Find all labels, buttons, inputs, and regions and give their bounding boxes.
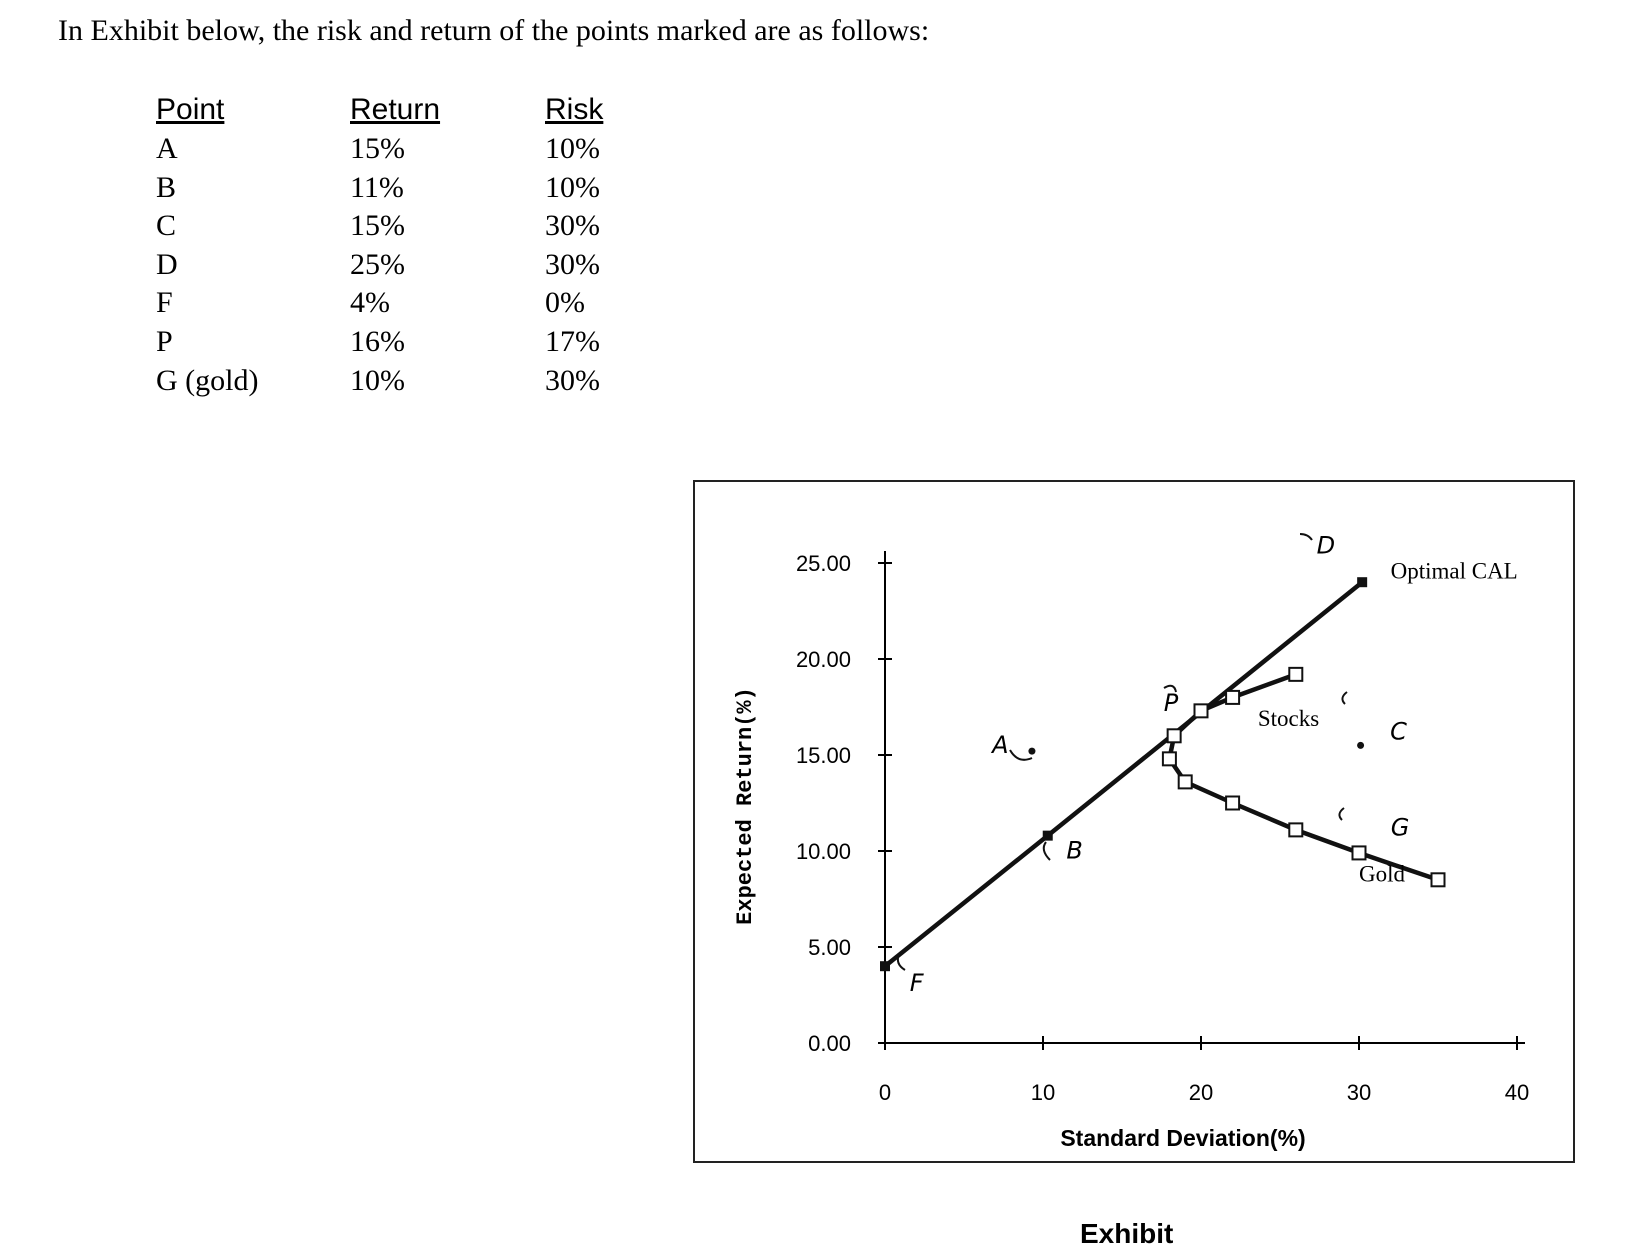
return-cell: 15% xyxy=(350,132,405,165)
return-header: Return xyxy=(350,93,441,126)
handwritten-arrow xyxy=(896,953,906,971)
exhibit-caption: Exhibit xyxy=(1080,1218,1174,1249)
annotation-f: F xyxy=(910,969,925,997)
x-axis-title: Standard Deviation(%) xyxy=(1060,1125,1305,1151)
annotation-stocks: Stocks xyxy=(1258,706,1319,731)
handwritten-arrow xyxy=(1163,684,1177,693)
exhibit-chart: 0.00 5.00 10.00 15.00 20.00 25.00 0 10 20 30 40 Sta… xyxy=(733,531,1529,1151)
risk-cell: 10% xyxy=(545,132,600,165)
y-tick-label: 20.00 xyxy=(796,647,851,672)
risk-cell: 0% xyxy=(545,286,585,320)
annotation-gold: Gold xyxy=(1359,862,1406,887)
return-cell: 25% xyxy=(350,247,405,281)
annotation-c: C xyxy=(1390,718,1407,746)
return-cell: 4% xyxy=(350,286,390,320)
series-line xyxy=(1167,672,1439,882)
return-column: Return 15% 11% 15% 25% 4% 16% 10% xyxy=(350,90,440,400)
y-axis-title: Expected Return(%) xyxy=(733,687,758,925)
return-cell: 15% xyxy=(350,209,405,243)
point-c-dot xyxy=(1357,741,1365,749)
point-cell: P xyxy=(156,324,173,358)
handwritten-arrow xyxy=(1341,691,1348,705)
annotation-b: B xyxy=(1066,837,1082,865)
y-tick-label: 15.00 xyxy=(796,743,851,768)
y-tick-label: 0.00 xyxy=(808,1031,851,1056)
point-cell: F xyxy=(156,286,173,320)
data-point-marker xyxy=(1288,822,1304,838)
point-column: Point A B C D F P G (gold) xyxy=(156,90,258,400)
risk-cell: 30% xyxy=(545,247,600,281)
return-cell: 11% xyxy=(350,170,404,204)
data-point-marker xyxy=(1225,689,1241,705)
intro-text: In Exhibit below, the risk and return of… xyxy=(58,14,930,47)
point-a-dot xyxy=(1028,747,1036,755)
annotation-optimal-cal: Optimal CAL xyxy=(1391,558,1518,583)
annotation-d: D xyxy=(1317,531,1335,559)
x-tick-label: 30 xyxy=(1347,1080,1371,1105)
point-cell: C xyxy=(156,209,177,243)
x-tick-label: 20 xyxy=(1189,1080,1213,1105)
risk-header: Risk xyxy=(545,93,604,126)
return-cell: 10% xyxy=(350,363,405,397)
data-point-marker xyxy=(1042,830,1053,841)
risk-cell: 10% xyxy=(545,170,600,204)
handwritten-arrow xyxy=(1042,841,1051,861)
risk-column: Risk 10% 10% 30% 30% 0% 17% 30% xyxy=(545,90,603,400)
handwritten-arrow xyxy=(1299,533,1313,541)
data-point-marker xyxy=(1430,872,1446,888)
y-tick-label: 25.00 xyxy=(796,551,851,576)
data-point-marker xyxy=(1177,774,1193,790)
annotation-p: P xyxy=(1164,689,1179,717)
point-cell: G (gold) xyxy=(156,363,259,397)
x-tick-label: 0 xyxy=(879,1080,891,1105)
risk-cell: 30% xyxy=(545,363,600,397)
exhibit-frame xyxy=(693,480,1575,1163)
data-point-marker xyxy=(1193,703,1209,719)
x-tick-label: 40 xyxy=(1505,1080,1529,1105)
data-point-marker xyxy=(1357,577,1368,588)
data-point-marker xyxy=(1288,666,1304,682)
x-tick-label: 10 xyxy=(1031,1080,1055,1105)
y-tick-label: 5.00 xyxy=(808,935,851,960)
data-point-marker xyxy=(1351,845,1367,861)
point-header: Point xyxy=(156,93,225,126)
y-tick-label: 10.00 xyxy=(796,839,851,864)
risk-cell: 17% xyxy=(545,324,600,358)
risk-cell: 30% xyxy=(545,209,600,243)
series-line xyxy=(883,580,1364,968)
data-point-marker xyxy=(1225,795,1241,811)
return-cell: 16% xyxy=(350,324,405,358)
point-cell: B xyxy=(156,170,177,204)
data-point-marker xyxy=(880,961,890,972)
handwritten-arrow xyxy=(1338,807,1345,821)
annotation-a: A xyxy=(990,731,1008,759)
point-cell: D xyxy=(156,247,178,281)
annotation-g: G xyxy=(1391,814,1410,842)
data-point-marker xyxy=(1166,728,1182,744)
handwritten-arrow xyxy=(1009,749,1033,761)
data-point-marker xyxy=(1161,751,1177,767)
point-cell: A xyxy=(156,132,178,165)
